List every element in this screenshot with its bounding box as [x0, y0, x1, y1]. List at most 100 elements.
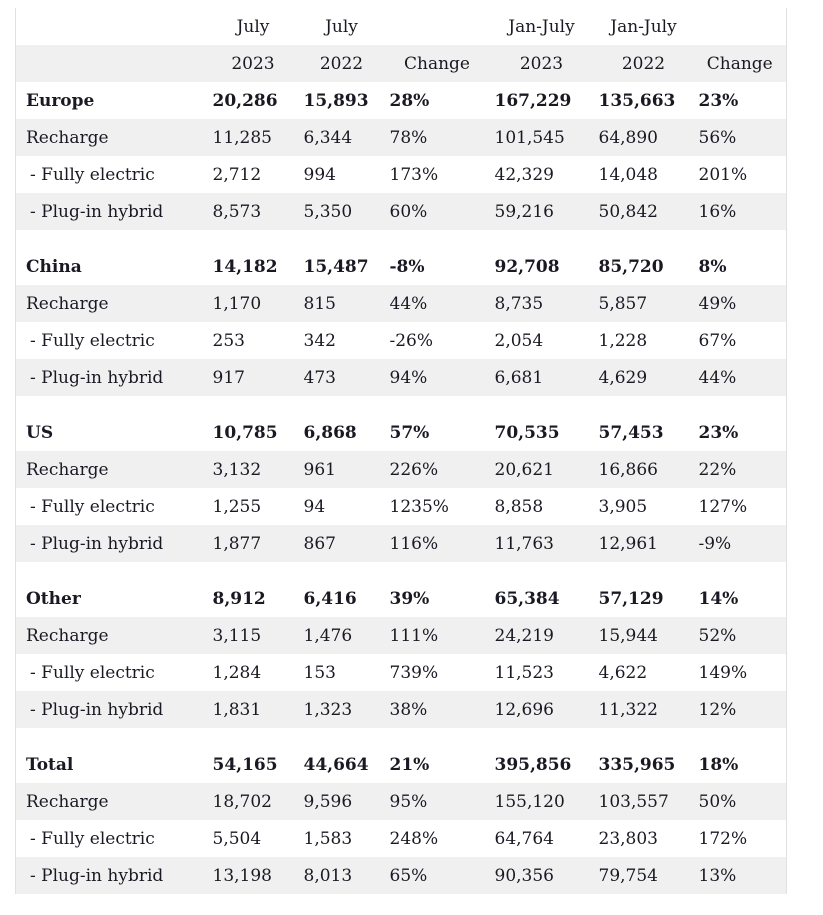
- value-cell: 172%: [698, 828, 748, 849]
- value-cell: 153: [303, 662, 336, 683]
- value-cell: 6,416: [303, 588, 357, 609]
- row-label: Recharge: [26, 127, 109, 148]
- value-cell: 2,712: [212, 164, 262, 185]
- row-label: US: [26, 422, 54, 443]
- row-label: - Plug-in hybrid: [30, 367, 164, 388]
- value-cell: 6,344: [303, 127, 353, 148]
- section-spacer: [15, 396, 787, 414]
- row-label: - Plug-in hybrid: [30, 533, 164, 554]
- value-cell: 10,785: [212, 422, 278, 443]
- value-cell: 14,182: [212, 256, 278, 277]
- value-cell: 50%: [698, 791, 737, 812]
- row-label: - Plug-in hybrid: [30, 699, 164, 720]
- value-cell: 917: [212, 367, 245, 388]
- page: July July Jan-July Jan-July 2023 2022 Change 20…: [15, 8, 787, 894]
- value-cell: 5,350: [303, 201, 353, 222]
- value-cell: 11,523: [494, 662, 554, 683]
- sales-table: July July Jan-July Jan-July 2023 2022 Change 20…: [15, 8, 787, 894]
- value-cell: 9,596: [303, 791, 353, 812]
- header-row: 2023 2022 Change 2023 2022 Change: [15, 45, 787, 82]
- section-spacer: [15, 562, 787, 580]
- value-cell: 12%: [698, 699, 737, 720]
- value-cell: 42,329: [494, 164, 554, 185]
- table-row: - Fully electric 253 342 -26% 2,054 1,228 67%: [15, 322, 787, 359]
- value-cell: 167,229: [494, 90, 572, 111]
- value-cell: 65,384: [494, 588, 560, 609]
- section-spacer: [15, 230, 787, 248]
- value-cell: 1,228: [598, 330, 648, 351]
- value-cell: 11,763: [494, 533, 554, 554]
- region-row: US 10,785 6,868 57% 70,535 57,453 23%: [15, 414, 787, 451]
- column-header: [16, 45, 208, 82]
- table-row: - Fully electric 1,284 153 739% 11,523 4,622 1…: [15, 654, 787, 691]
- value-cell: 18%: [698, 754, 739, 775]
- value-cell: 21%: [389, 754, 430, 775]
- value-cell: 23%: [698, 90, 739, 111]
- value-cell: 18,702: [212, 791, 272, 812]
- header-row: July July Jan-July Jan-July: [15, 8, 787, 45]
- value-cell: 94: [303, 496, 326, 517]
- value-cell: 14,048: [598, 164, 658, 185]
- value-cell: 15,944: [598, 625, 658, 646]
- value-cell: 8%: [698, 256, 727, 277]
- value-cell: 11,322: [598, 699, 658, 720]
- value-cell: 473: [303, 367, 336, 388]
- column-header: 2022: [621, 53, 666, 74]
- row-label: - Fully electric: [30, 496, 155, 517]
- value-cell: 28%: [389, 90, 430, 111]
- value-cell: 867: [303, 533, 336, 554]
- column-header: Jan-July: [610, 16, 677, 37]
- value-cell: 6,681: [494, 367, 544, 388]
- value-cell: 4,622: [598, 662, 648, 683]
- region-row: Europe 20,286 15,893 28% 167,229 135,663 23%: [15, 82, 787, 119]
- column-header: 2023: [519, 53, 564, 74]
- row-label: Other: [26, 588, 81, 609]
- value-cell: 335,965: [598, 754, 676, 775]
- value-cell: 94%: [389, 367, 428, 388]
- section-spacer: [15, 728, 787, 746]
- value-cell: 57,129: [598, 588, 664, 609]
- spacer-cell: [15, 396, 787, 414]
- value-cell: 8,013: [303, 865, 353, 886]
- value-cell: 12,696: [494, 699, 554, 720]
- column-header: Change: [706, 53, 773, 74]
- value-cell: 4,629: [598, 367, 648, 388]
- row-label: Europe: [26, 90, 95, 111]
- value-cell: 14%: [698, 588, 739, 609]
- value-cell: 6,868: [303, 422, 357, 443]
- value-cell: 13,198: [212, 865, 272, 886]
- table-row: Recharge 11,285 6,344 78% 101,545 64,890 56%: [15, 119, 787, 156]
- row-label: - Fully electric: [30, 828, 155, 849]
- value-cell: 173%: [389, 164, 439, 185]
- value-cell: 57,453: [598, 422, 664, 443]
- value-cell: 961: [303, 459, 336, 480]
- value-cell: 1,284: [212, 662, 262, 683]
- value-cell: 8,573: [212, 201, 262, 222]
- value-cell: 1,476: [303, 625, 353, 646]
- value-cell: -26%: [389, 330, 434, 351]
- value-cell: 67%: [698, 330, 737, 351]
- column-header: July: [325, 16, 358, 37]
- table-row: - Plug-in hybrid 8,573 5,350 60% 59,216 50,84…: [15, 193, 787, 230]
- table-body: Europe 20,286 15,893 28% 167,229 135,663 23% Re…: [15, 82, 787, 894]
- value-cell: 24,219: [494, 625, 554, 646]
- value-cell: 64,764: [494, 828, 554, 849]
- value-cell: 16,866: [598, 459, 658, 480]
- region-row: China 14,182 15,487 -8% 92,708 85,720 8%: [15, 248, 787, 285]
- table-row: - Plug-in hybrid 917 473 94% 6,681 4,629 44%: [15, 359, 787, 396]
- value-cell: 79,754: [598, 865, 658, 886]
- value-cell: 23%: [698, 422, 739, 443]
- value-cell: 90,356: [494, 865, 554, 886]
- value-cell: 201%: [698, 164, 748, 185]
- column-header: 2023: [231, 53, 275, 74]
- value-cell: 15,487: [303, 256, 369, 277]
- column-header: Change: [404, 53, 470, 74]
- value-cell: 3,115: [212, 625, 262, 646]
- spacer-cell: [15, 562, 787, 580]
- region-row: Other 8,912 6,416 39% 65,384 57,129 14%: [15, 580, 787, 617]
- value-cell: 44%: [698, 367, 737, 388]
- value-cell: 342: [303, 330, 336, 351]
- value-cell: -8%: [389, 256, 425, 277]
- value-cell: 101,545: [494, 127, 565, 148]
- row-label: Recharge: [26, 791, 109, 812]
